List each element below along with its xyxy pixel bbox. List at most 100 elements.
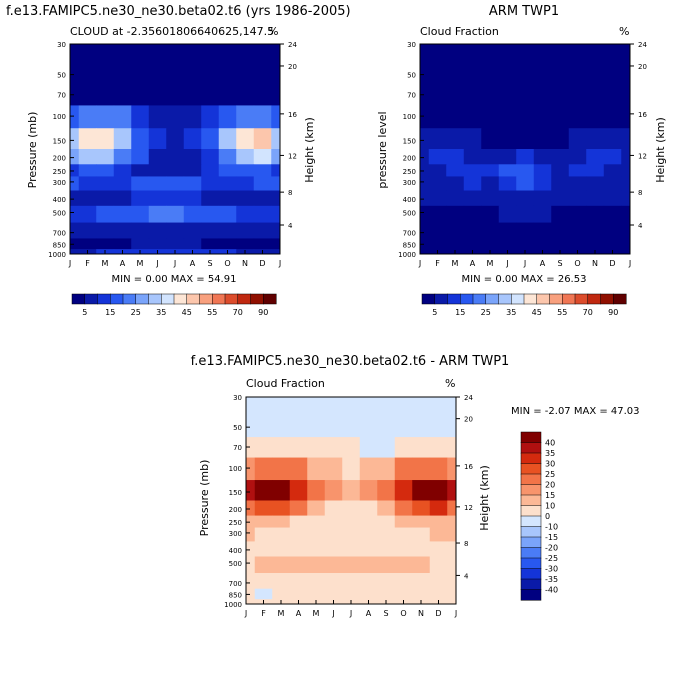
heatmap-cell: [236, 190, 255, 207]
heatmap-cell: [236, 44, 255, 60]
heatmap-cell: [568, 84, 587, 106]
heatmap-cell: [218, 238, 237, 250]
heatmap-cell: [420, 84, 430, 106]
pressure-tick-label: 1000: [398, 251, 416, 259]
heatmap-cell: [201, 105, 220, 129]
heatmap-cell: [498, 128, 517, 150]
colorbar-swatch: [250, 293, 264, 305]
heatmap-cell: [113, 222, 132, 239]
colorbar-swatch: [549, 293, 563, 305]
panel-model-stats: MIN = 0.00 MAX = 54.91: [112, 274, 237, 285]
colorbar-swatch: [485, 293, 500, 305]
heatmap-cell: [253, 128, 272, 150]
heatmap-cell: [603, 128, 622, 150]
heatmap-cell: [621, 249, 631, 255]
heatmap-cell: [131, 84, 150, 106]
heatmap-cell: [324, 541, 343, 557]
heatmap-cell: [498, 164, 517, 177]
heatmap-cell: [463, 149, 482, 165]
panel-diff-ylabel-right: Height (km): [478, 465, 491, 531]
heatmap-cell: [621, 84, 631, 106]
heatmap-cell: [586, 105, 605, 129]
month-tick-label: M: [487, 259, 494, 268]
heatmap-cell: [394, 541, 413, 557]
pressure-tick-label: 1000: [48, 251, 66, 259]
heatmap-cell: [271, 105, 281, 129]
heatmap-cell: [359, 480, 378, 501]
heatmap-cell: [113, 44, 132, 60]
heatmap-cell: [96, 59, 115, 86]
colorbar-swatch: [520, 526, 542, 538]
heatmap-cell: [446, 149, 465, 165]
heatmap-cell: [254, 588, 273, 600]
heatmap-cell: [516, 105, 535, 129]
heatmap-cell: [568, 238, 587, 250]
heatmap-cell: [498, 149, 517, 165]
heatmap-cell: [551, 84, 570, 106]
heatmap-cell: [131, 128, 150, 150]
colorbar-swatch: [520, 578, 542, 591]
pressure-tick-label: 100: [229, 465, 242, 473]
heatmap-cell: [412, 527, 431, 542]
colorbar-label: 70: [583, 308, 593, 317]
heatmap-cell: [201, 128, 220, 150]
heatmap-cell: [271, 128, 281, 150]
heatmap-cell: [412, 412, 431, 438]
colorbar-label: 90: [608, 308, 618, 317]
height-tick-label: 4: [464, 572, 469, 580]
panel-diff-units: %: [445, 377, 455, 390]
height-tick-label: 4: [288, 222, 293, 230]
colorbar-swatch: [600, 293, 614, 305]
colorbar-swatch: [97, 293, 111, 305]
heatmap-cell: [533, 190, 552, 207]
heatmap-cell: [377, 588, 396, 600]
pressure-tick-label: 50: [233, 424, 242, 432]
heatmap-cell: [621, 238, 631, 250]
colorbar-label: 35: [156, 308, 166, 317]
heatmap-cell: [516, 44, 535, 60]
pressure-tick-label: 300: [53, 179, 66, 187]
heatmap-cell: [201, 190, 220, 207]
heatmap-cell: [131, 164, 150, 177]
heatmap-cell: [246, 515, 256, 528]
month-tick-label: A: [366, 609, 372, 618]
heatmap-cell: [96, 176, 115, 191]
colorbar-swatch: [520, 568, 542, 580]
colorbar-swatch: [523, 293, 538, 305]
heatmap-cell: [412, 573, 431, 590]
heatmap-cell: [131, 190, 150, 207]
heatmap-cell: [246, 437, 256, 458]
heatmap-cell: [533, 222, 552, 239]
heatmap-cell: [412, 556, 431, 574]
heatmap-cell: [359, 573, 378, 590]
heatmap-cell: [166, 205, 185, 223]
heatmap-cell: [253, 44, 272, 60]
heatmap-cell: [236, 205, 255, 223]
height-tick-label: 20: [638, 63, 647, 71]
colorbar-label: 25: [545, 470, 555, 479]
heatmap-cell: [428, 164, 447, 177]
heatmap-cell: [246, 599, 256, 605]
heatmap-cell: [446, 105, 465, 129]
heatmap-cell: [412, 515, 431, 528]
heatmap-cell: [603, 84, 622, 106]
heatmap-cell: [498, 205, 517, 223]
heatmap-cell: [254, 457, 273, 481]
colorbar-swatch: [186, 293, 201, 305]
heatmap-cell: [586, 128, 605, 150]
heatmap-cell: [420, 222, 430, 239]
pressure-tick-label: 30: [233, 394, 242, 402]
pressure-tick-label: 850: [53, 241, 66, 249]
heatmap-cell: [70, 105, 80, 129]
colorbar-swatch: [421, 293, 436, 305]
heatmap-cell: [246, 500, 256, 516]
month-tick-label: O: [400, 609, 406, 618]
height-tick-label: 12: [638, 152, 647, 160]
heatmap-cell: [428, 59, 447, 86]
heatmap-cell: [271, 176, 281, 191]
colorbar-label: 35: [506, 308, 516, 317]
heatmap-cell: [78, 44, 97, 60]
heatmap-cell: [246, 527, 256, 542]
heatmap-cell: [183, 238, 202, 250]
heatmap-cell: [148, 105, 167, 129]
